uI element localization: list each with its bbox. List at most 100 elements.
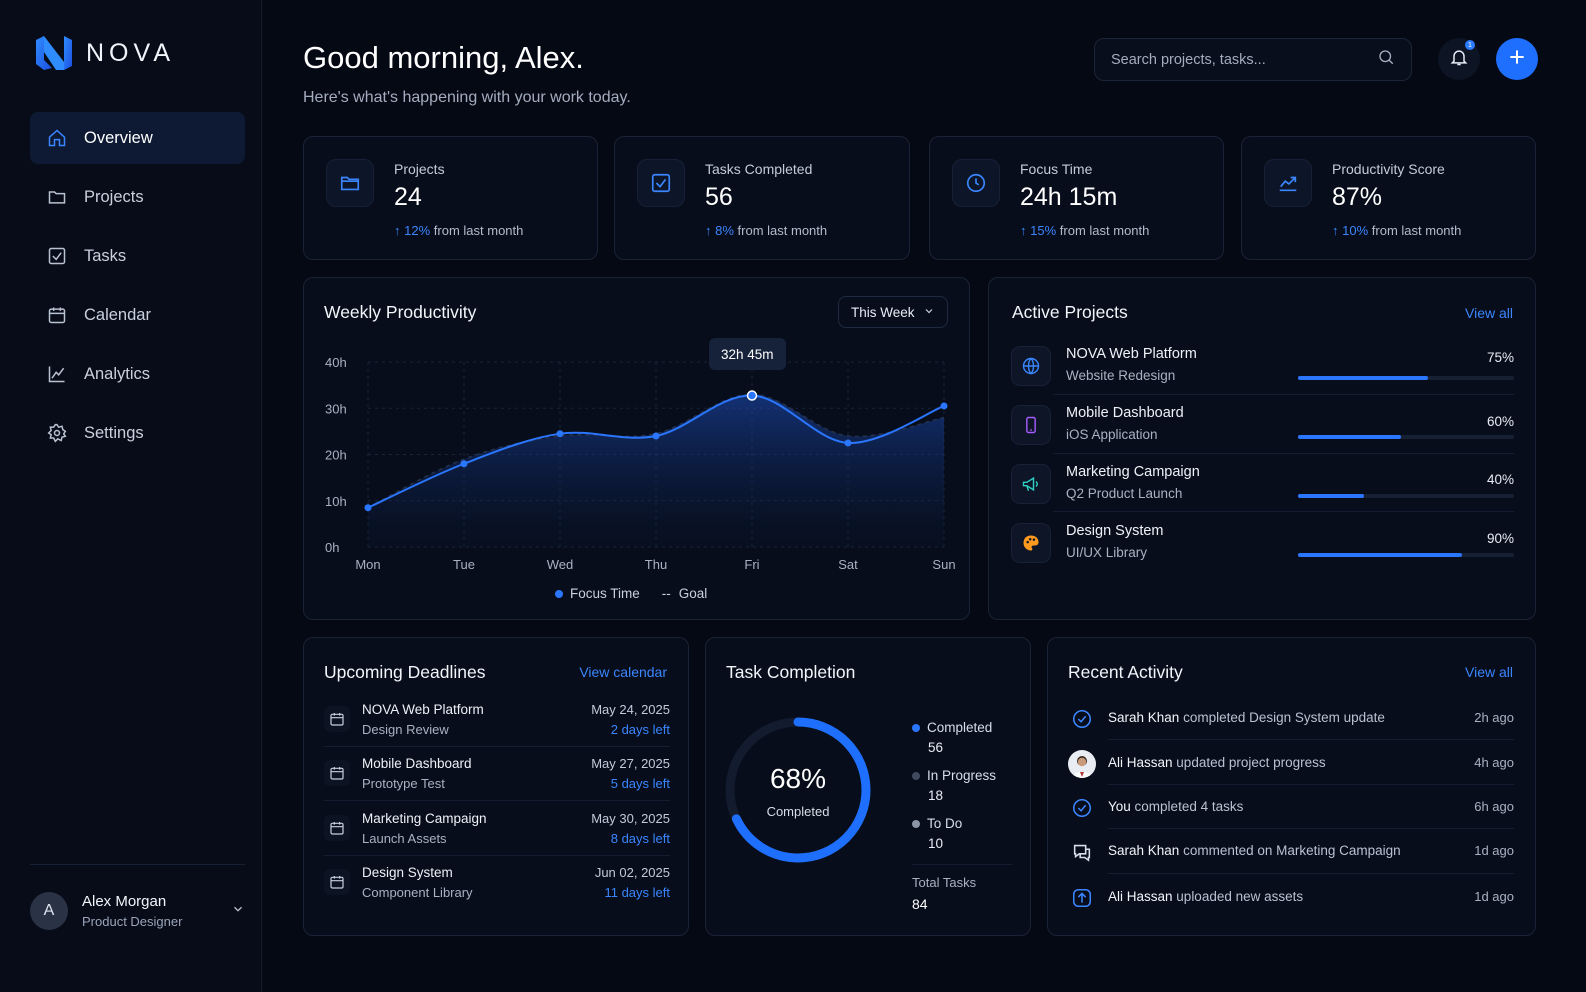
progress-bar [1298, 376, 1514, 380]
activity-time: 1d ago [1474, 889, 1514, 904]
project-row[interactable]: Marketing Campaign Q2 Product Launch 40% [1011, 462, 1514, 520]
recent-activity-card: Recent Activity View all Sarah Khan comp… [1047, 637, 1536, 936]
stat-label: Projects [394, 161, 445, 177]
row-divider [1053, 453, 1514, 454]
stat-value: 87% [1332, 183, 1383, 211]
stat-trend: ↑ 8% from last month [705, 223, 828, 238]
chevron-down-icon[interactable] [231, 902, 245, 921]
stat-card-focus-time[interactable]: Focus Time 24h 15m ↑ 15% from last month [929, 136, 1224, 260]
project-percent: 75% [1486, 350, 1514, 365]
activity-actor: Sarah Khan [1108, 843, 1180, 858]
sidebar-item-label: Projects [84, 187, 144, 206]
activity-actor: Sarah Khan [1108, 710, 1180, 725]
project-row[interactable]: Design System UI/UX Library 90% [1011, 521, 1514, 579]
sidebar-nav: Overview Projects Tasks Calendar Analyti… [30, 112, 245, 466]
activity-row[interactable]: Ali Hassan uploaded new assets 1d ago [1068, 884, 1514, 928]
project-name: NOVA Web Platform [1066, 346, 1197, 362]
deadline-name: Marketing Campaign [362, 811, 487, 826]
deadline-date: May 27, 2025 [591, 756, 670, 771]
row-divider [324, 800, 670, 801]
activity-row[interactable]: Sarah Khan commented on Marketing Campai… [1068, 838, 1514, 882]
activity-text: Sarah Khan commented on Marketing Campai… [1108, 843, 1401, 858]
stat-card-projects[interactable]: Projects 24 ↑ 12% from last month [303, 136, 598, 260]
range-select[interactable]: This Week [838, 296, 948, 328]
view-all-activity-link[interactable]: View all [1465, 664, 1513, 680]
y-tick-label: 10h [325, 494, 347, 509]
sidebar-item-tasks[interactable]: Tasks [30, 230, 245, 282]
legend-value: 10 [928, 836, 944, 851]
x-tick-label: Thu [645, 557, 667, 572]
stat-card-tasks-completed[interactable]: Tasks Completed 56 ↑ 8% from last month [614, 136, 910, 260]
trend-percent: 8% [715, 223, 734, 238]
user-name: Alex Morgan [82, 893, 167, 910]
row-divider [1108, 828, 1514, 829]
search-input[interactable] [1111, 51, 1377, 68]
deadline-row[interactable]: Mobile Dashboard Prototype Test May 27, … [324, 756, 670, 808]
project-name: Marketing Campaign [1066, 464, 1200, 480]
notifications-button[interactable]: 1 [1438, 38, 1480, 80]
trend-percent: 15% [1030, 223, 1057, 238]
clock-icon [952, 159, 1000, 207]
deadline-days-left: 5 days left [610, 776, 670, 791]
nova-logo-icon [36, 36, 72, 70]
card-title: Weekly Productivity [324, 302, 477, 322]
legend-to-do: To Do [912, 816, 962, 831]
search-icon[interactable] [1377, 48, 1395, 71]
row-divider [1053, 394, 1514, 395]
row-divider [912, 864, 1012, 865]
activity-action: commented on Marketing Campaign [1183, 843, 1401, 858]
deadline-row[interactable]: Marketing Campaign Launch Assets May 30,… [324, 811, 670, 863]
add-button[interactable] [1496, 38, 1538, 80]
project-percent: 90% [1486, 531, 1514, 546]
progress-fill [1298, 553, 1463, 557]
progress-fill [1298, 376, 1428, 380]
row-divider [1108, 784, 1514, 785]
x-tick-label: Wed [547, 557, 574, 572]
legend-value: 56 [928, 740, 944, 755]
stat-label: Productivity Score [1332, 161, 1445, 177]
deadline-row[interactable]: NOVA Web Platform Design Review May 24, … [324, 702, 670, 754]
activity-action: completed Design System update [1183, 710, 1385, 725]
card-title: Recent Activity [1068, 662, 1183, 682]
deadline-row[interactable]: Design System Component Library Jun 02, … [324, 865, 670, 917]
activity-row[interactable]: You completed 4 tasks 6h ago [1068, 794, 1514, 838]
card-title: Task Completion [726, 662, 856, 682]
completion-percent: 68% [769, 763, 827, 794]
stat-card-productivity-score[interactable]: Productivity Score 87% ↑ 10% from last m… [1241, 136, 1536, 260]
row-divider [1108, 739, 1514, 740]
activity-time: 2h ago [1474, 710, 1514, 725]
completion-donut[interactable] [723, 715, 873, 865]
folder-icon [46, 186, 68, 208]
logo[interactable]: NOVA [34, 34, 175, 72]
weekly-productivity-chart[interactable]: 0h 10h 20h 30h 40h Mon Tue Wed Thu Fri Sat Sun [304, 278, 971, 621]
legend-label: In Progress [927, 768, 997, 783]
sidebar-item-projects[interactable]: Projects [30, 171, 245, 223]
project-subtitle: Website Redesign [1066, 368, 1176, 383]
sidebar-item-label: Analytics [84, 364, 151, 383]
user-profile[interactable]: A Alex Morgan Product Designer [30, 888, 245, 934]
check-circle-icon [1068, 705, 1096, 733]
deadline-subtitle: Launch Assets [362, 831, 447, 846]
globe-icon [1011, 346, 1051, 386]
chart-tooltip: 32h 45m [709, 338, 786, 370]
activity-text: You completed 4 tasks [1108, 799, 1243, 814]
sidebar-item-analytics[interactable]: Analytics [30, 348, 245, 400]
sidebar-item-calendar[interactable]: Calendar [30, 289, 245, 341]
view-calendar-link[interactable]: View calendar [579, 664, 667, 680]
trend-text: from last month [1371, 223, 1462, 238]
project-row[interactable]: NOVA Web Platform Website Redesign 75% [1011, 344, 1514, 402]
activity-row[interactable]: Sarah Khan completed Design System updat… [1068, 705, 1514, 749]
data-point [652, 432, 660, 440]
project-row[interactable]: Mobile Dashboard iOS Application 60% [1011, 403, 1514, 461]
x-tick-label: Mon [355, 557, 380, 572]
activity-row[interactable]: Ali Hassan updated project progress 4h a… [1068, 750, 1514, 794]
search-box[interactable] [1094, 38, 1412, 81]
weekly-productivity-card: Weekly Productivity This Week 0h 10h 20h 30… [303, 277, 970, 620]
legend-value: 18 [928, 788, 944, 803]
sidebar-item-overview[interactable]: Overview [30, 112, 245, 164]
sidebar-item-settings[interactable]: Settings [30, 407, 245, 459]
task-completion-card: Task Completion 68% Completed Completed … [705, 637, 1031, 936]
deadline-subtitle: Design Review [362, 722, 449, 737]
view-all-projects-link[interactable]: View all [1465, 305, 1513, 321]
comment-icon [1068, 838, 1096, 866]
